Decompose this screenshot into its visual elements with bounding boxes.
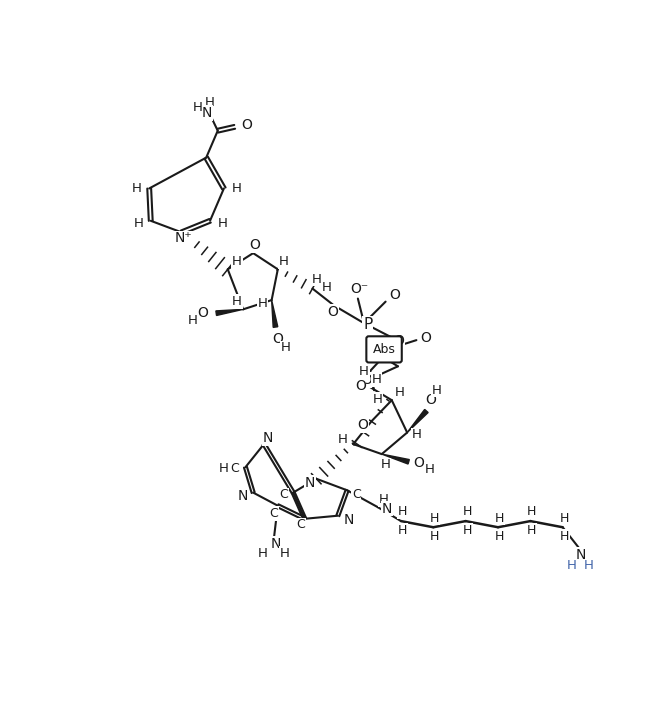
Text: H: H [258, 547, 268, 560]
Text: H: H [462, 505, 472, 518]
Text: H: H [432, 384, 442, 397]
FancyBboxPatch shape [367, 336, 402, 363]
Text: C: C [296, 518, 305, 531]
Text: H: H [381, 458, 391, 471]
Text: O: O [355, 379, 366, 393]
Text: H: H [193, 101, 203, 114]
Text: O: O [413, 456, 424, 470]
Text: H: H [559, 530, 569, 543]
Text: H: H [311, 272, 321, 286]
Polygon shape [216, 309, 243, 315]
Text: H: H [398, 505, 407, 518]
Text: O: O [241, 118, 252, 133]
Text: N: N [343, 513, 354, 526]
Text: H: H [217, 217, 227, 229]
Polygon shape [382, 454, 409, 464]
Text: O: O [357, 418, 368, 432]
Text: C: C [352, 488, 361, 500]
Text: O: O [389, 288, 400, 303]
Text: O: O [250, 239, 260, 252]
Polygon shape [407, 409, 428, 432]
Text: H: H [232, 295, 242, 308]
Text: H: H [527, 524, 537, 537]
Text: O: O [272, 331, 283, 346]
Text: H: H [411, 428, 421, 442]
Text: H: H [279, 255, 289, 268]
Text: O: O [393, 334, 404, 348]
Text: O: O [420, 331, 431, 345]
Text: H: H [280, 547, 290, 560]
Text: P: P [363, 317, 373, 332]
Text: O: O [327, 305, 338, 318]
Text: N: N [305, 475, 315, 490]
Text: H: H [495, 511, 504, 525]
Text: H: H [219, 462, 229, 475]
Text: N⁺: N⁺ [175, 232, 192, 245]
Text: H: H [527, 505, 537, 518]
Text: H: H [205, 95, 215, 109]
Text: O: O [425, 393, 436, 407]
Text: C: C [230, 462, 239, 475]
Text: H: H [371, 373, 381, 386]
Text: C: C [280, 488, 288, 501]
Text: H: H [559, 511, 569, 525]
Text: H: H [395, 386, 404, 399]
Text: H: H [134, 217, 143, 229]
Text: H: H [188, 314, 198, 328]
Text: H: H [462, 524, 472, 537]
Text: H: H [321, 280, 331, 293]
Text: H: H [430, 511, 440, 525]
Text: N: N [270, 537, 281, 551]
Text: O⁻: O⁻ [351, 282, 369, 296]
Text: H: H [584, 559, 594, 572]
Text: Abs: Abs [373, 343, 395, 356]
Text: H: H [398, 524, 407, 537]
Polygon shape [272, 300, 278, 328]
Text: N: N [382, 502, 392, 516]
Text: H: H [430, 530, 440, 543]
Text: H: H [258, 298, 268, 310]
Text: H: H [231, 182, 241, 195]
Text: H: H [373, 393, 383, 406]
Text: N: N [263, 431, 273, 445]
Text: H: H [495, 530, 504, 543]
Text: H: H [280, 341, 290, 354]
Text: N: N [202, 106, 212, 120]
Text: N: N [237, 489, 248, 503]
Text: C: C [270, 507, 278, 520]
Text: O: O [361, 373, 372, 387]
Text: H: H [132, 182, 142, 195]
Text: H: H [359, 365, 369, 378]
Text: H: H [338, 433, 347, 446]
Text: H: H [425, 463, 434, 476]
Text: H: H [567, 559, 577, 572]
Text: N: N [576, 548, 586, 562]
Text: H: H [232, 255, 242, 268]
Text: O: O [197, 306, 209, 320]
Text: H: H [379, 493, 389, 506]
